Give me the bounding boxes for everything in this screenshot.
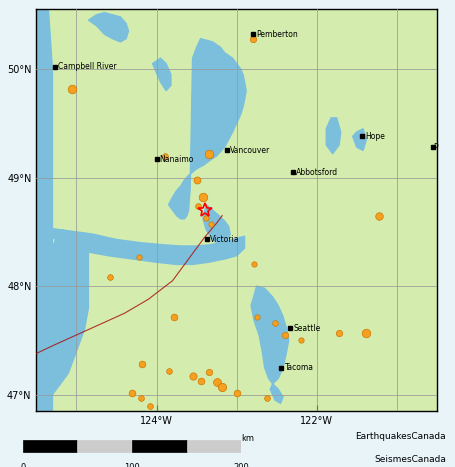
Text: 100: 100: [124, 463, 140, 467]
Polygon shape: [168, 39, 246, 219]
Text: SeismesCanada: SeismesCanada: [374, 455, 446, 464]
Polygon shape: [36, 9, 52, 411]
Polygon shape: [88, 13, 128, 42]
Text: Campbell River: Campbell River: [58, 63, 116, 71]
Polygon shape: [270, 384, 283, 403]
Text: Abbotsford: Abbotsford: [296, 168, 338, 177]
Text: km: km: [241, 434, 254, 443]
Polygon shape: [152, 58, 171, 91]
Polygon shape: [36, 226, 245, 264]
Text: 0: 0: [20, 463, 25, 467]
Polygon shape: [203, 205, 230, 245]
Text: Hope: Hope: [365, 132, 385, 141]
Polygon shape: [36, 230, 88, 411]
Polygon shape: [353, 129, 366, 150]
Bar: [77, 440, 132, 452]
Text: EarthquakesCanada: EarthquakesCanada: [355, 432, 446, 441]
Polygon shape: [326, 118, 341, 154]
Text: P: P: [433, 143, 437, 152]
Bar: [187, 440, 241, 452]
Text: Vancouver: Vancouver: [230, 146, 270, 155]
Bar: [23, 440, 77, 452]
Polygon shape: [251, 286, 288, 384]
Text: Pemberton: Pemberton: [256, 30, 298, 39]
Text: 200: 200: [233, 463, 249, 467]
Text: Seattle: Seattle: [293, 324, 321, 333]
Bar: [132, 440, 187, 452]
Text: Nanaimo: Nanaimo: [160, 155, 194, 163]
Text: Tacoma: Tacoma: [285, 363, 313, 372]
Text: Victoria: Victoria: [210, 235, 240, 244]
